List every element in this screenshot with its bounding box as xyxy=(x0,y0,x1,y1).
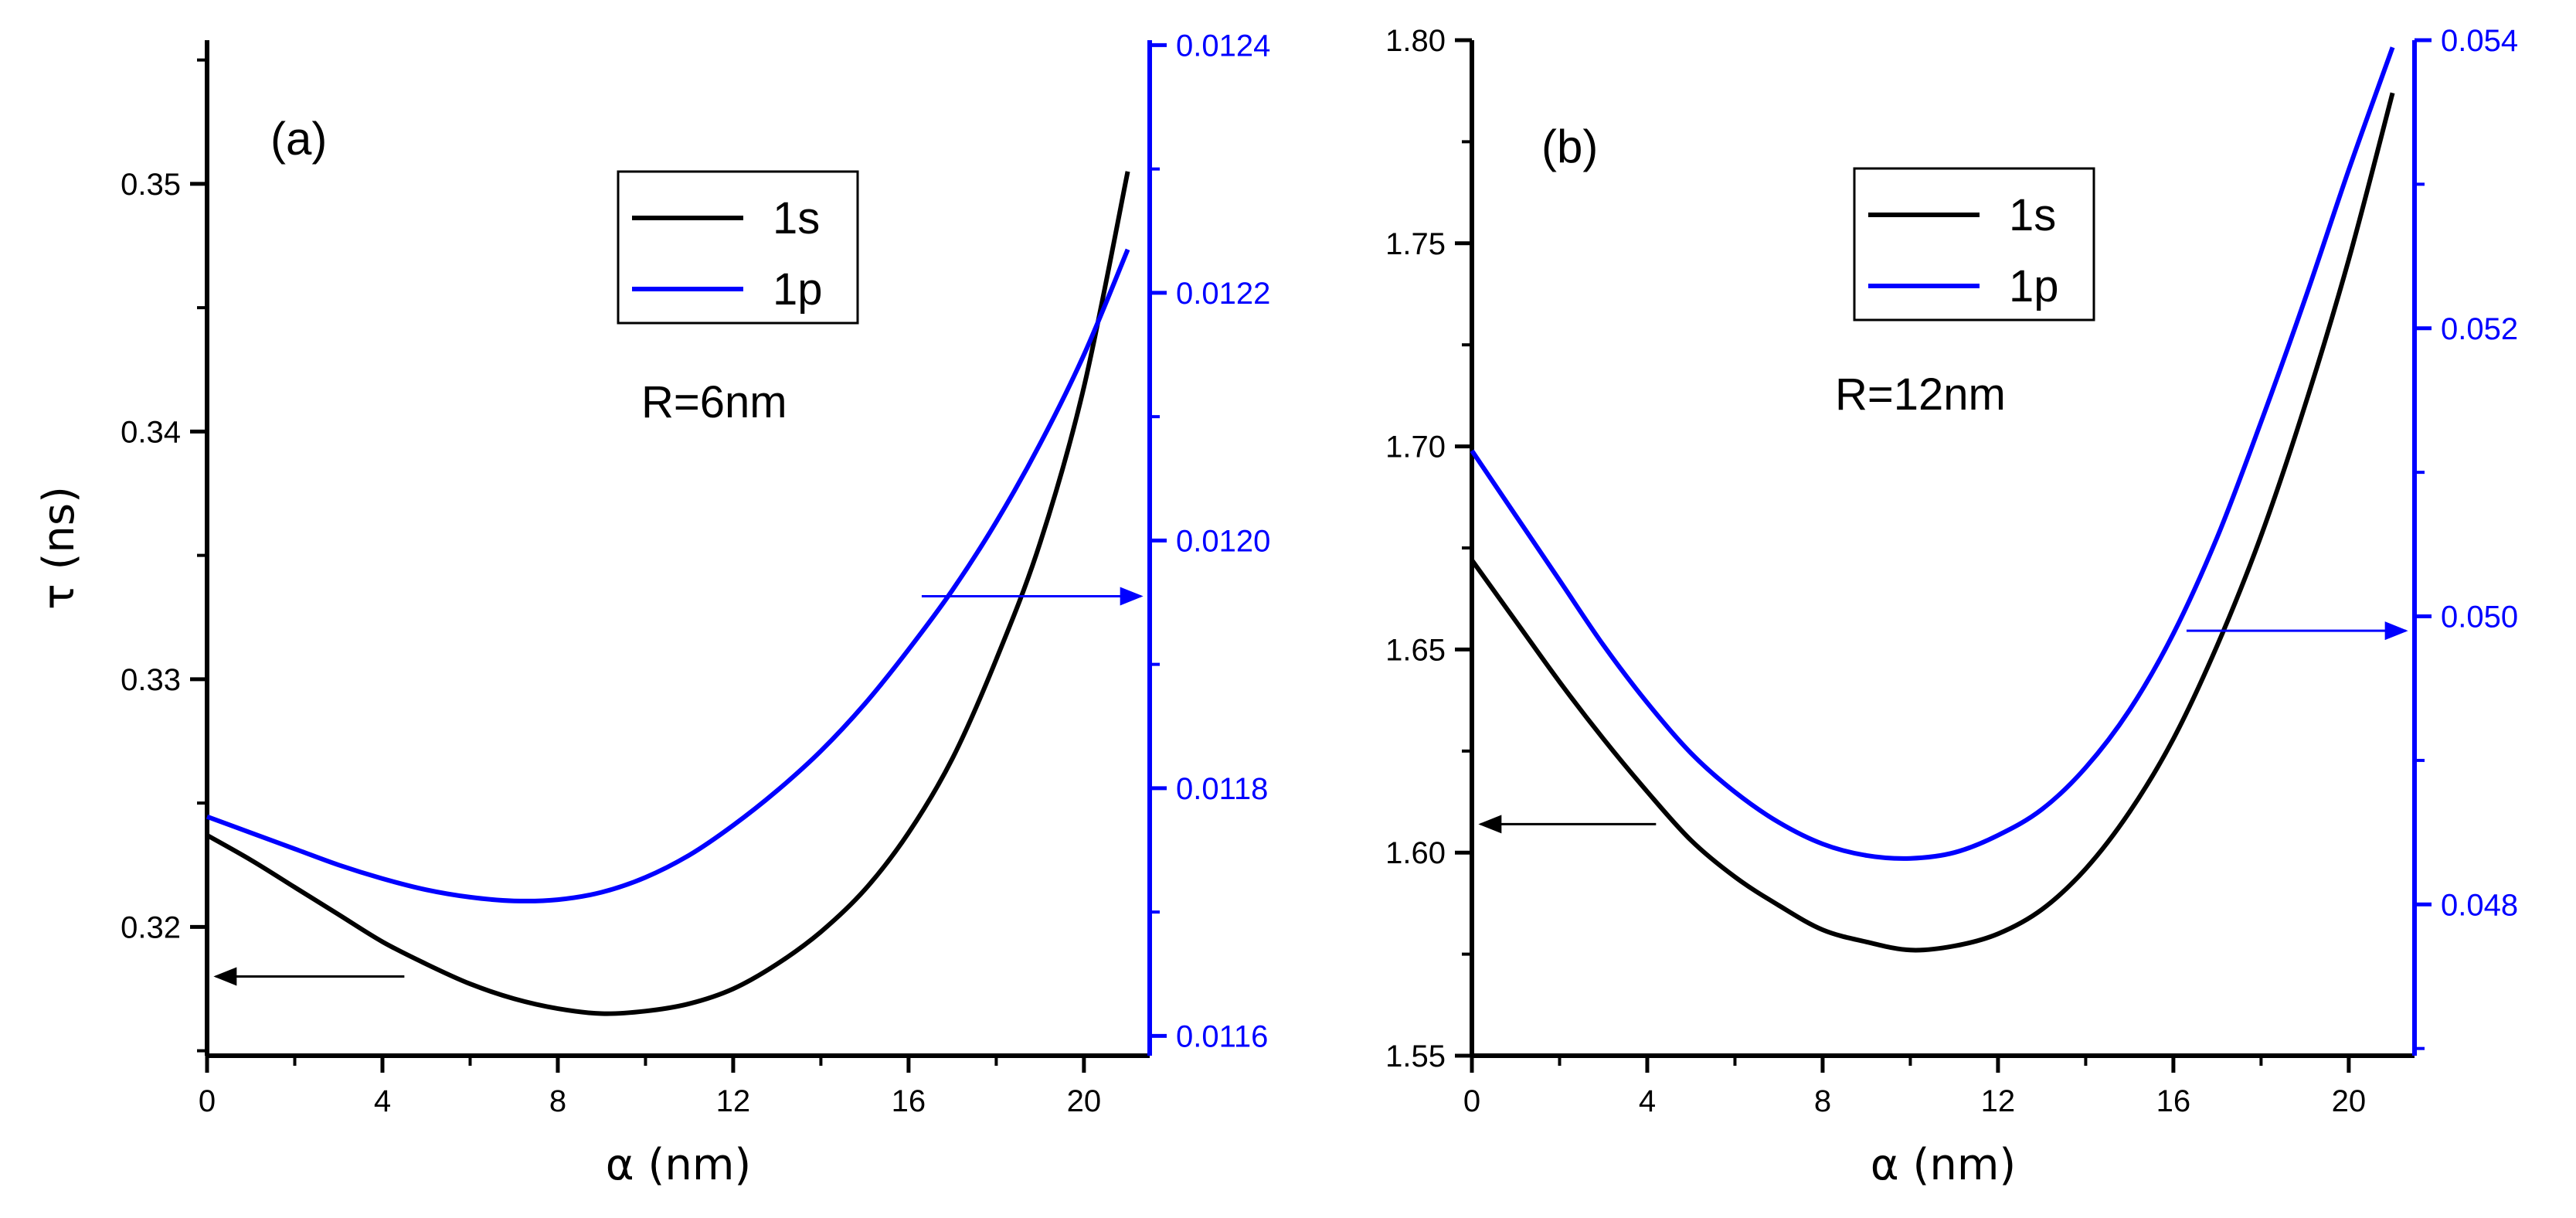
x-tick-label: 16 xyxy=(2156,1084,2191,1118)
y-tick-label: 1.60 xyxy=(1385,836,1446,870)
x-tick-label: 12 xyxy=(1981,1084,2016,1118)
x-tick-label: 20 xyxy=(2332,1084,2367,1118)
y-tick-label: 0.34 xyxy=(121,415,181,449)
y-tick-label: 1.55 xyxy=(1385,1039,1446,1073)
y2-tick-label: 0.0116 xyxy=(1176,1019,1268,1053)
series-line-1s xyxy=(1470,92,2395,953)
legend-box xyxy=(1853,167,2095,322)
x-tick-label: 16 xyxy=(892,1084,926,1118)
panel-a: 0 4 8 12 16 20 0.32 0.33 0.34 0.35 0.0116 0.0118 0.0… xyxy=(34,29,1270,1190)
y-tick-label: 0.32 xyxy=(121,910,181,944)
x-tick-label: 8 xyxy=(549,1084,566,1118)
panel-b: 0 4 8 12 16 20 1.55 1.60 1.65 1.70 1.75 1.80 0.048 0.… xyxy=(1385,24,2518,1190)
x-tick-label: 12 xyxy=(716,1084,751,1118)
x-tick-label: 4 xyxy=(1639,1084,1656,1118)
y-tick-label: 1.65 xyxy=(1385,633,1446,667)
panel-label: (b) xyxy=(1541,121,1598,172)
legend-label: 1p xyxy=(773,264,823,315)
y-axis-title: τ (ns) xyxy=(34,486,84,610)
legend-label: 1s xyxy=(773,193,820,243)
radius-annotation: R=6nm xyxy=(641,377,787,427)
radius-annotation: R=12nm xyxy=(1835,369,2006,420)
legend-box xyxy=(617,170,859,325)
y-tick-label: 1.75 xyxy=(1385,227,1446,261)
y2-tick-label: 0.048 xyxy=(2441,888,2518,922)
x-tick-label: 8 xyxy=(1814,1084,1831,1118)
y-tick-label: 1.80 xyxy=(1385,24,1446,58)
y2-tick-label: 0.0118 xyxy=(1176,772,1268,806)
y2-tick-label: 0.0124 xyxy=(1176,29,1270,63)
series-line-1p xyxy=(206,248,1130,903)
y2-tick-label: 0.0122 xyxy=(1176,277,1270,311)
legend-label: 1s xyxy=(2009,190,2056,240)
y-tick-label: 0.35 xyxy=(121,168,181,202)
x-tick-label: 4 xyxy=(374,1084,391,1118)
y2-tick-label: 0.054 xyxy=(2441,24,2518,58)
series-line-1p xyxy=(1470,46,2395,861)
legend-label: 1p xyxy=(2009,261,2059,311)
x-tick-label: 0 xyxy=(199,1084,216,1118)
x-tick-label: 20 xyxy=(1067,1084,1102,1118)
x-tick-label: 0 xyxy=(1463,1084,1480,1118)
series-line-1s xyxy=(206,171,1130,1016)
y-tick-label: 1.70 xyxy=(1385,430,1446,464)
y2-tick-label: 0.052 xyxy=(2441,312,2518,346)
y2-tick-label: 0.0120 xyxy=(1176,524,1270,558)
y-tick-label: 0.33 xyxy=(121,663,181,697)
panel-label: (a) xyxy=(270,113,327,165)
x-axis-title: α (nm) xyxy=(1871,1140,2016,1190)
y2-tick-label: 0.050 xyxy=(2441,600,2518,635)
x-axis-title: α (nm) xyxy=(606,1140,751,1190)
